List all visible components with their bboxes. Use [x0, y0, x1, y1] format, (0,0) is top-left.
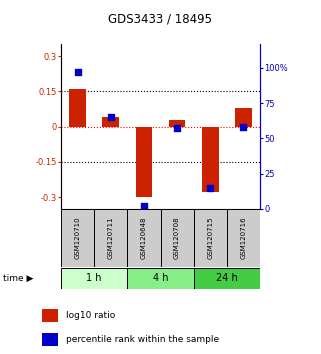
Point: [108, 114, 113, 120]
Bar: [227, 209, 260, 267]
Text: percentile rank within the sample: percentile rank within the sample: [66, 335, 220, 344]
Bar: [42, 333, 58, 346]
Bar: [135, 127, 152, 197]
Text: GDS3433 / 18495: GDS3433 / 18495: [108, 12, 213, 25]
Bar: [202, 127, 219, 193]
Bar: [69, 89, 86, 127]
Text: 24 h: 24 h: [216, 273, 238, 283]
Bar: [61, 209, 94, 267]
Bar: [160, 209, 194, 267]
Bar: [127, 268, 194, 289]
Point: [141, 203, 146, 209]
Bar: [194, 268, 260, 289]
Bar: [61, 268, 127, 289]
Bar: [94, 209, 127, 267]
Point: [208, 185, 213, 190]
Bar: [42, 309, 58, 322]
Bar: [169, 120, 185, 127]
Text: GSM120716: GSM120716: [240, 217, 247, 259]
Text: GSM120711: GSM120711: [108, 217, 114, 259]
Text: 1 h: 1 h: [86, 273, 102, 283]
Bar: [102, 117, 119, 127]
Bar: [235, 108, 252, 127]
Point: [241, 124, 246, 130]
Text: time ▶: time ▶: [3, 274, 34, 283]
Text: 4 h: 4 h: [153, 273, 168, 283]
Text: log10 ratio: log10 ratio: [66, 311, 116, 320]
Text: GSM120648: GSM120648: [141, 217, 147, 259]
Point: [175, 126, 180, 131]
Bar: [127, 209, 160, 267]
Bar: [194, 209, 227, 267]
Text: GSM120715: GSM120715: [207, 217, 213, 259]
Text: GSM120708: GSM120708: [174, 217, 180, 259]
Text: GSM120710: GSM120710: [74, 217, 81, 259]
Point: [75, 69, 80, 75]
